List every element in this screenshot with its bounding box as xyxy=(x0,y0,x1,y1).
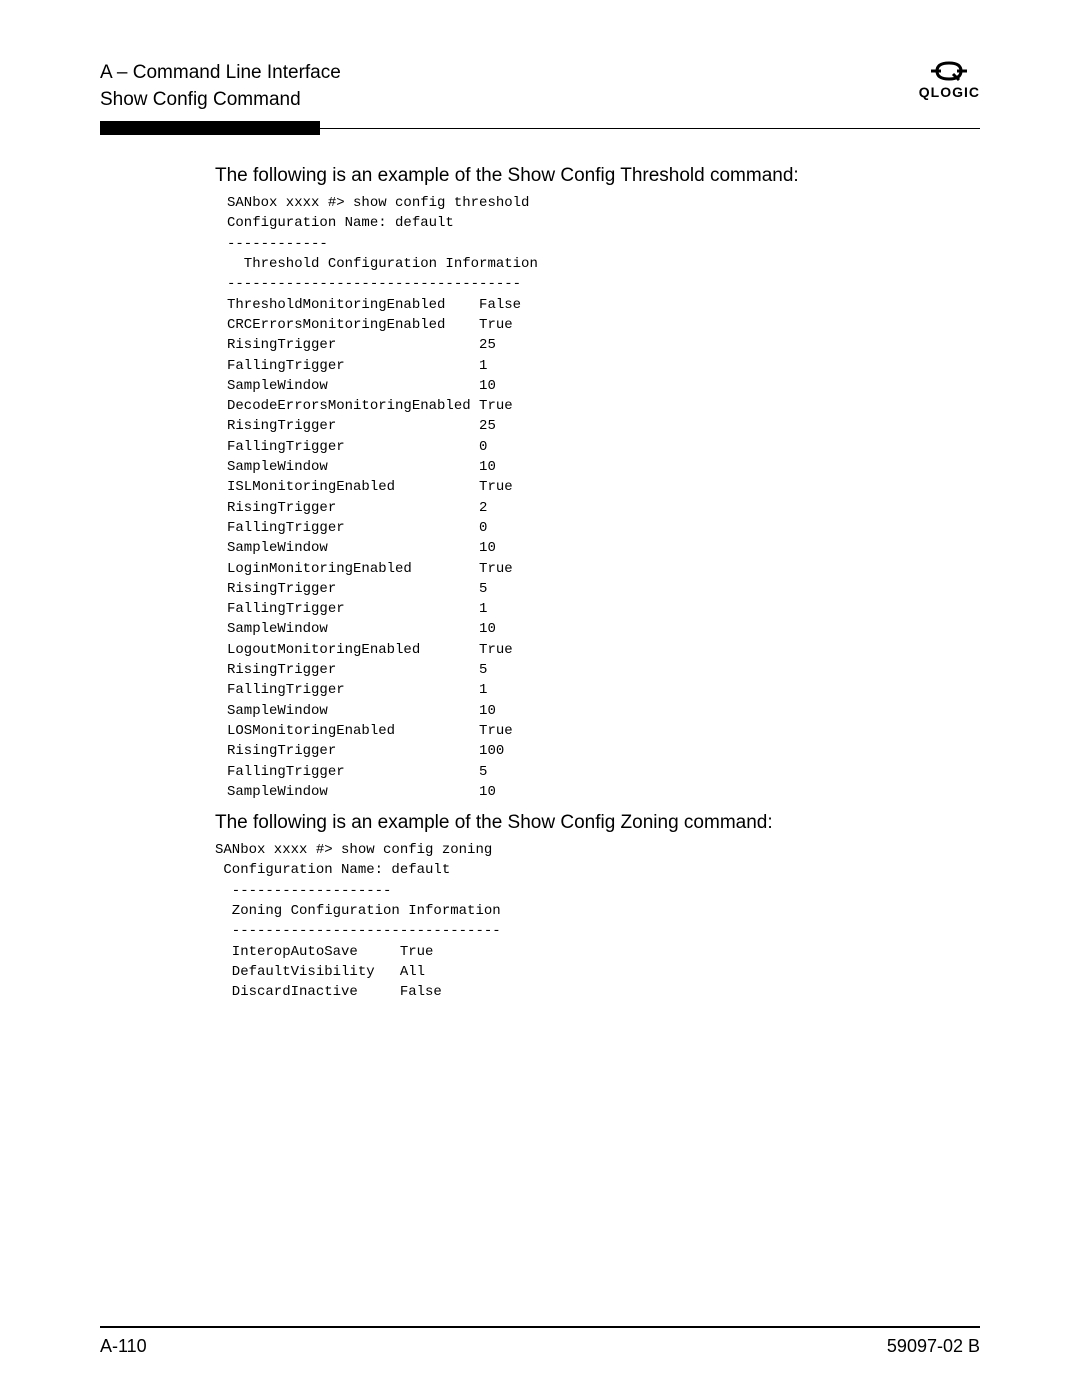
footer-doc-id: 59097-02 B xyxy=(887,1336,980,1357)
page: A – Command Line Interface Show Config C… xyxy=(0,0,1080,1397)
header-left: A – Command Line Interface Show Config C… xyxy=(100,60,341,113)
page-header: A – Command Line Interface Show Config C… xyxy=(100,60,980,113)
header-line-1: A – Command Line Interface xyxy=(100,60,341,87)
footer-page-number: A-110 xyxy=(100,1336,147,1357)
qlogic-logo: QLOGIC xyxy=(919,60,980,100)
qlogic-logo-icon xyxy=(929,60,969,82)
logo-text: QLOGIC xyxy=(919,84,980,100)
header-line-2: Show Config Command xyxy=(100,87,341,114)
zoning-intro: The following is an example of the Show … xyxy=(215,812,980,834)
header-black-block xyxy=(100,121,320,135)
main-content: The following is an example of the Show … xyxy=(215,165,980,1186)
page-footer: A-110 59097-02 B xyxy=(100,1336,980,1357)
header-rule xyxy=(100,121,980,135)
threshold-code-block: SANbox xxxx #> show config threshold Con… xyxy=(227,193,980,802)
footer-rule xyxy=(100,1326,980,1328)
header-thin-rule xyxy=(320,128,980,129)
threshold-intro: The following is an example of the Show … xyxy=(215,165,980,187)
zoning-code-block: SANbox xxxx #> show config zoning Config… xyxy=(215,840,980,1002)
